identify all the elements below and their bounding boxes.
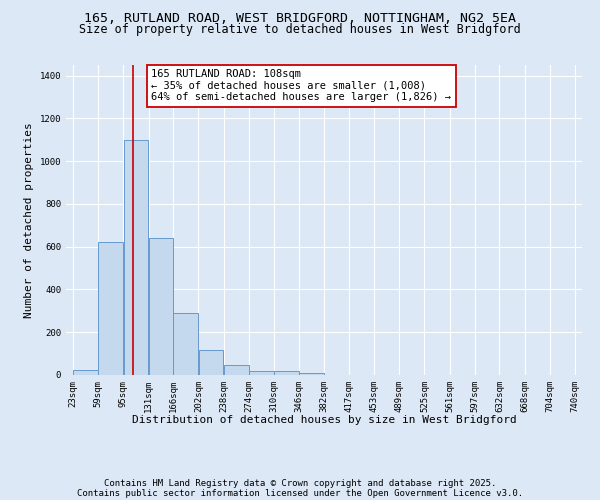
Bar (124, 140, 148, 375)
Text: Contains public sector information licensed under the Open Government Licence v3: Contains public sector information licen… (77, 488, 523, 498)
Bar (299, 373, 324, 375)
Text: 165, RUTLAND ROAD, WEST BRIDGFORD, NOTTINGHAM, NG2 5EA: 165, RUTLAND ROAD, WEST BRIDGFORD, NOTTI… (84, 12, 516, 26)
Bar (149, 238, 173, 375)
Bar (274, 371, 299, 375)
Y-axis label: Number of detached properties: Number of detached properties (24, 122, 34, 318)
Bar (73, 370, 98, 375)
Bar (249, 370, 274, 375)
Bar (98, 242, 123, 375)
Text: 165 RUTLAND ROAD: 108sqm
← 35% of detached houses are smaller (1,008)
64% of sem: 165 RUTLAND ROAD: 108sqm ← 35% of detach… (151, 70, 451, 102)
Text: Size of property relative to detached houses in West Bridgford: Size of property relative to detached ho… (79, 22, 521, 36)
Bar (224, 364, 248, 375)
Bar (173, 313, 198, 375)
Text: Contains HM Land Registry data © Crown copyright and database right 2025.: Contains HM Land Registry data © Crown c… (104, 478, 496, 488)
X-axis label: Distribution of detached houses by size in West Bridgford: Distribution of detached houses by size … (131, 415, 517, 425)
Bar (199, 350, 223, 375)
